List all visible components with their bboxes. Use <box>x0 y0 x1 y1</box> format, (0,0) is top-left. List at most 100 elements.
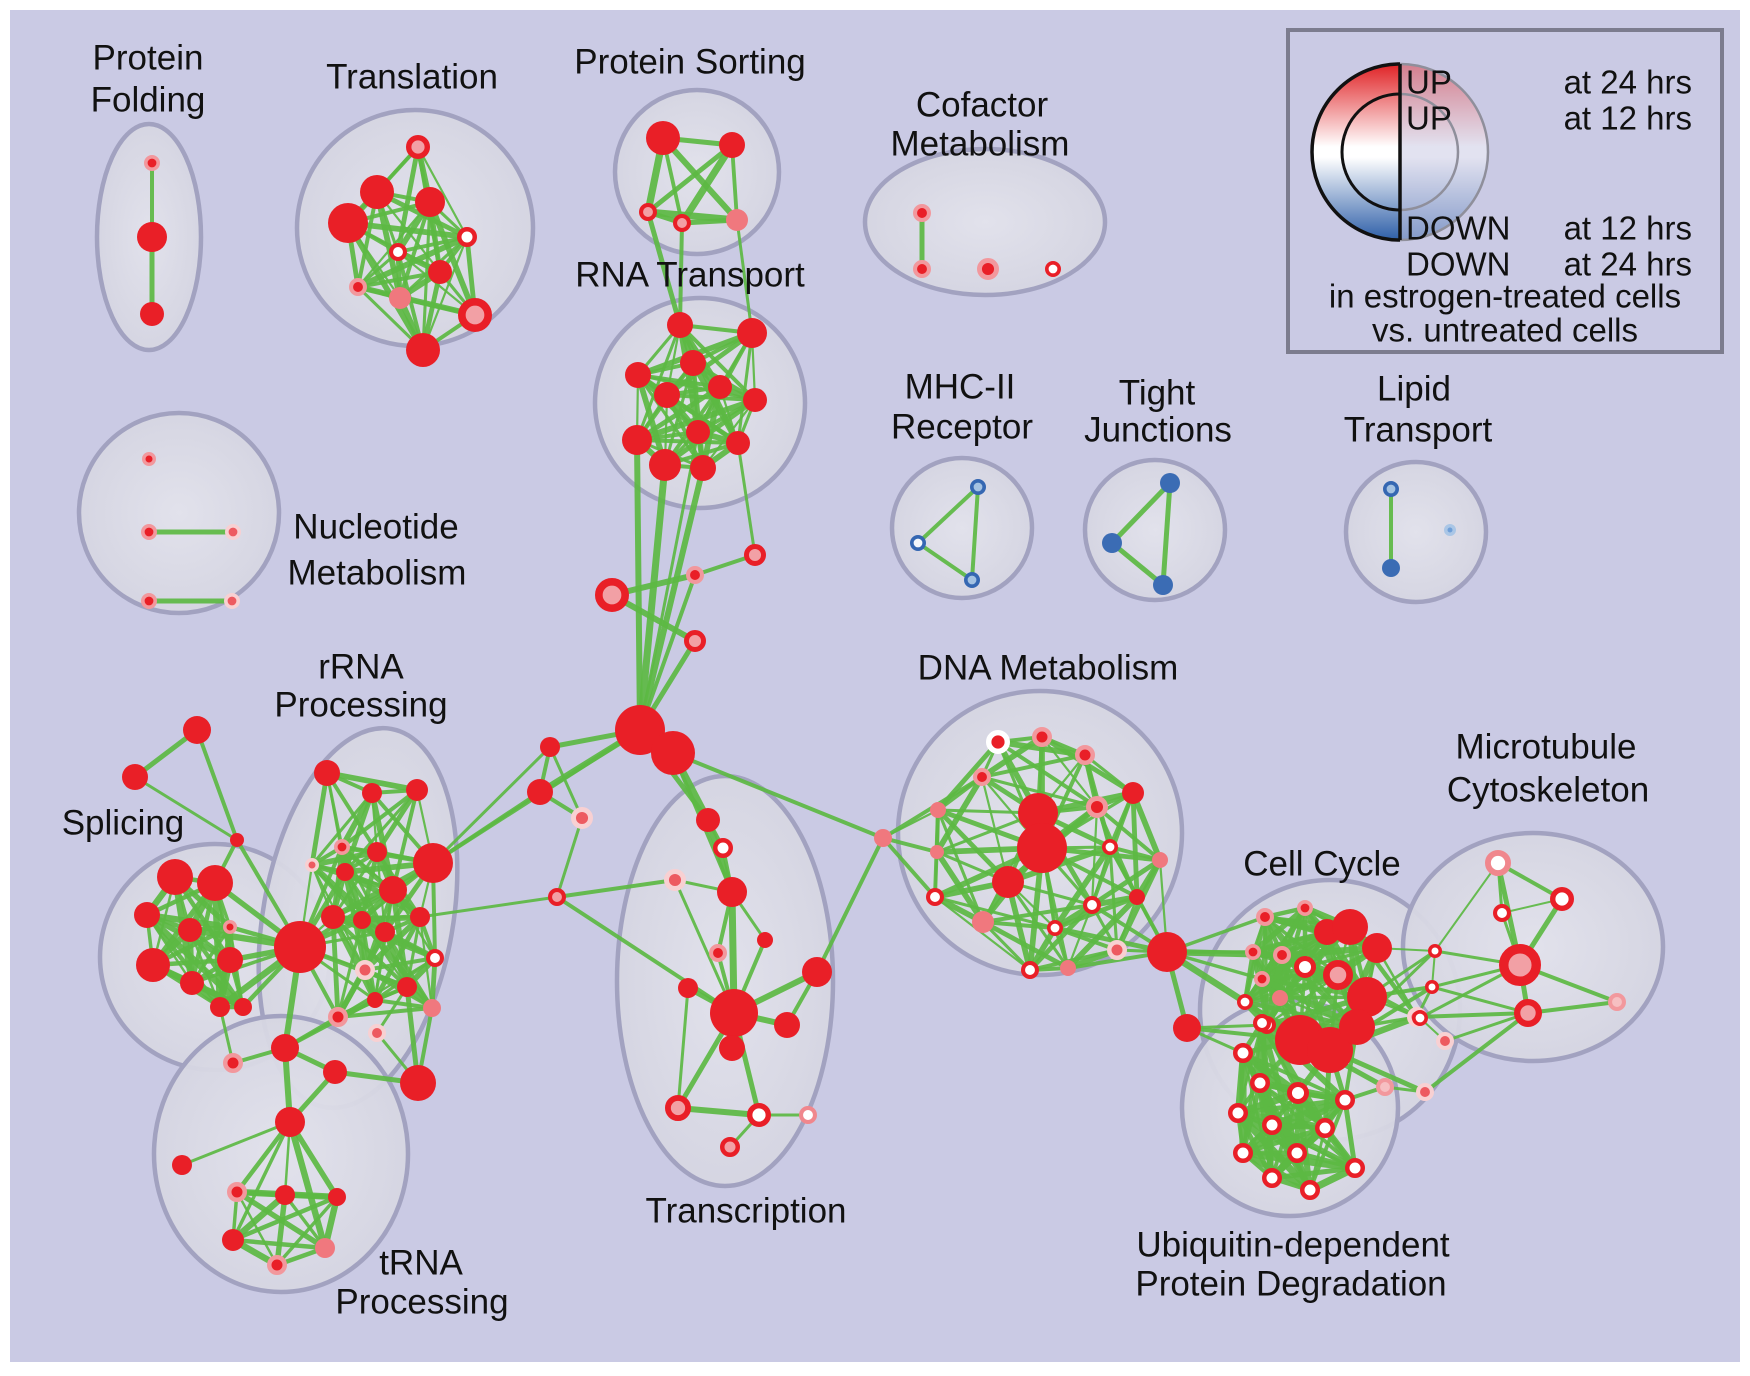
network-edge <box>1242 999 1360 1030</box>
cluster-protein-sorting-label: Protein Sorting <box>574 43 806 82</box>
network-node <box>142 452 156 466</box>
network-edge <box>373 998 434 1010</box>
network-node <box>710 989 758 1037</box>
cluster-microtubule-cytoskeleton-label: Cytoskeleton <box>1447 771 1649 810</box>
network-node <box>348 277 367 296</box>
network-node <box>1147 932 1187 972</box>
network-edge <box>636 373 757 402</box>
network-node <box>328 203 368 243</box>
network-edge <box>1040 735 1099 809</box>
legend-time-2: at 12 hrs <box>1564 210 1692 247</box>
network-node <box>651 731 695 775</box>
network-node <box>1021 961 1040 980</box>
network-node <box>976 258 999 281</box>
network-node <box>1297 899 1314 916</box>
legend-ring-icon <box>1399 62 1490 242</box>
network-node <box>425 949 444 968</box>
network-edge <box>1160 480 1173 588</box>
network-edge <box>970 485 980 582</box>
legend-box <box>1286 28 1724 354</box>
network-node <box>717 877 747 907</box>
network-edge <box>195 728 239 842</box>
network-node <box>1444 524 1456 536</box>
network-node <box>333 838 350 855</box>
network-node <box>992 866 1024 898</box>
network-edge <box>1114 857 1163 953</box>
network-edge <box>286 1118 329 1252</box>
network-edge <box>274 1192 288 1268</box>
cluster-ubiquitin-degradation-label: Protein Degradation <box>1135 1265 1446 1304</box>
network-node <box>719 1035 745 1061</box>
network-node <box>709 944 728 963</box>
network-edge <box>1130 790 1163 863</box>
cluster-ubiquitin-degradation-label: Ubiquitin-dependent <box>1136 1226 1450 1265</box>
network-node <box>367 992 383 1008</box>
network-node <box>406 333 440 367</box>
network-node <box>654 382 680 408</box>
network-node <box>1362 933 1392 963</box>
network-node <box>360 175 394 209</box>
legend-direction-2: DOWN <box>1406 210 1510 247</box>
network-node <box>1075 745 1095 765</box>
network-node <box>321 905 345 929</box>
network-edge <box>1065 894 1140 971</box>
network-edge <box>933 895 1057 930</box>
network-edge <box>310 791 374 867</box>
network-node <box>122 764 148 790</box>
network-node <box>649 449 681 481</box>
network-node <box>1332 909 1368 945</box>
network-edge <box>418 895 559 919</box>
network-edge <box>916 485 980 545</box>
network-edge <box>345 220 426 353</box>
cluster-rrna-processing-label: rRNA <box>318 648 404 687</box>
cluster-rna-transport-label: RNA Transport <box>575 256 805 295</box>
network-node <box>963 571 980 588</box>
network-edge <box>933 895 1032 972</box>
network-node <box>400 1065 436 1101</box>
cluster-tight-junctions-label: Junctions <box>1084 411 1232 450</box>
network-node <box>362 783 382 803</box>
network-node <box>388 242 407 261</box>
network-edge <box>636 461 669 734</box>
network-node <box>144 155 161 172</box>
network-node <box>646 121 680 155</box>
cluster-lipid-transport-outline <box>1343 459 1489 605</box>
network-node <box>673 213 692 232</box>
cluster-tight-junctions-label: Tight <box>1119 374 1196 413</box>
network-node <box>379 876 407 904</box>
network-edge <box>340 788 419 849</box>
network-edge <box>431 745 552 865</box>
network-edge <box>309 849 380 868</box>
network-edge <box>1089 857 1163 908</box>
network-node <box>141 523 158 540</box>
network-node <box>224 592 241 609</box>
network-node <box>314 760 340 786</box>
network-node <box>274 921 326 973</box>
legend-time-1: at 12 hrs <box>1564 100 1692 137</box>
network-edge <box>1090 845 1112 907</box>
legend-direction-1: UP <box>1406 100 1452 137</box>
network-edge <box>980 919 1071 971</box>
network-edge <box>356 270 442 289</box>
network-node <box>367 1024 386 1043</box>
network-node <box>1273 946 1292 965</box>
network-node <box>413 843 453 883</box>
cluster-nucleotide-metabolism-label: Metabolism <box>288 554 467 593</box>
cluster-tight-junctions-outline <box>1082 457 1228 603</box>
network-node <box>1382 559 1400 577</box>
network-node <box>726 209 748 231</box>
network-edge <box>635 438 740 445</box>
cluster-splicing-label: Splicing <box>62 804 185 843</box>
network-edge <box>701 398 757 470</box>
network-edge <box>1090 805 1099 907</box>
cluster-trna-processing-label: tRNA <box>379 1244 463 1283</box>
network-node <box>157 859 193 895</box>
network-node <box>267 1255 287 1275</box>
legend-direction-3: DOWN <box>1406 246 1510 283</box>
network-node <box>1045 260 1062 277</box>
network-node <box>972 911 994 933</box>
network-edge <box>180 1120 292 1167</box>
network-node <box>686 420 710 444</box>
